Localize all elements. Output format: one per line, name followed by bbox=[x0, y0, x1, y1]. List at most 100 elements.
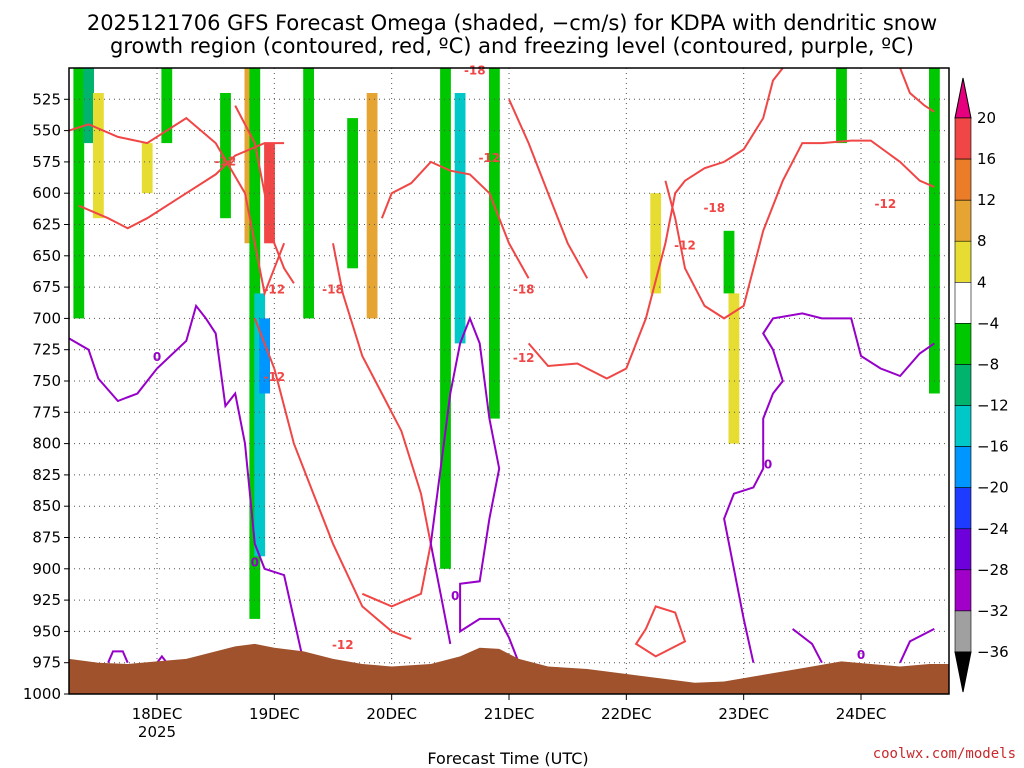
y-tick-label: 800 bbox=[32, 435, 61, 453]
y-axis: 525 550 575 600 625 650 675 700 725 750 775 800 825 8… bbox=[23, 90, 69, 703]
dendritic-contour-label: -12 bbox=[674, 239, 696, 253]
y-tick-label: 725 bbox=[32, 341, 61, 359]
x-tick-label: 23DEC bbox=[718, 705, 769, 723]
colorbar-segment bbox=[954, 364, 972, 406]
y-tick-label: 975 bbox=[32, 654, 61, 672]
y-tick-label: 575 bbox=[32, 153, 61, 171]
y-tick-label: 550 bbox=[32, 122, 61, 140]
y-tick-label: 750 bbox=[32, 372, 61, 390]
x-tick-label: 19DEC bbox=[249, 705, 300, 723]
terrain-fill bbox=[69, 643, 949, 694]
y-tick-label: 950 bbox=[32, 622, 61, 640]
dendritic-contour-line bbox=[899, 67, 935, 113]
omega-cell bbox=[93, 93, 104, 219]
y-tick-label: 850 bbox=[32, 497, 61, 515]
colorbar-label: −36 bbox=[977, 643, 1009, 661]
y-tick-label: 775 bbox=[32, 403, 61, 421]
y-tick-label: 900 bbox=[32, 560, 61, 578]
freezing-level-contours bbox=[68, 303, 935, 664]
omega-cell bbox=[220, 93, 231, 219]
freezing-contour-line bbox=[107, 650, 129, 664]
colorbar-label: 20 bbox=[977, 109, 996, 127]
freezing-contour-line bbox=[791, 628, 823, 664]
colorbar-label: −24 bbox=[977, 520, 1009, 538]
dendritic-contour-label: -12 bbox=[875, 197, 897, 211]
omega-cell bbox=[73, 68, 85, 319]
freezing-contour-label: 0 bbox=[451, 589, 459, 603]
y-tick-label: 525 bbox=[32, 90, 61, 108]
freezing-contour-line bbox=[68, 303, 305, 663]
x-tick-label: 22DEC bbox=[601, 705, 652, 723]
colorbar-segment bbox=[954, 281, 972, 324]
colorbar-label: −20 bbox=[977, 479, 1009, 497]
omega-cell bbox=[347, 118, 358, 269]
x-tick-label: 21DEC bbox=[484, 705, 535, 723]
colorbar-label: 4 bbox=[977, 273, 987, 291]
freezing-contour-line bbox=[899, 628, 935, 664]
y-tick-label: 925 bbox=[32, 591, 61, 609]
omega-cell bbox=[259, 318, 270, 394]
dendritic-contour-line bbox=[234, 105, 295, 284]
colorbar-segment bbox=[954, 117, 972, 160]
omega-cell bbox=[440, 68, 451, 569]
dendritic-contour-label: -18 bbox=[513, 282, 535, 296]
colorbar-label: −28 bbox=[977, 561, 1009, 579]
y-tick-label: 1000 bbox=[23, 685, 61, 703]
freezing-contour-label: 0 bbox=[857, 648, 865, 662]
colorbar-label: −4 bbox=[977, 314, 999, 332]
dendritic-contour-line bbox=[508, 98, 589, 279]
colorbar-label: 12 bbox=[977, 191, 996, 209]
y-tick-label: 650 bbox=[32, 247, 61, 265]
freezing-contour-label: 0 bbox=[251, 555, 259, 569]
omega-cell bbox=[728, 293, 740, 444]
omega-cell bbox=[723, 230, 735, 294]
dendritic-contour-label: -12 bbox=[263, 282, 285, 296]
credit-text: coolwx.com/models bbox=[873, 746, 1016, 762]
colorbar-segment bbox=[954, 405, 972, 447]
dendritic-contour-label: -12 bbox=[263, 370, 285, 384]
dendritic-contour-label: -12 bbox=[215, 155, 237, 169]
colorbar-bottom-triangle bbox=[954, 651, 972, 693]
dendritic-contour-line bbox=[253, 318, 412, 640]
x-tick-label: 18DEC bbox=[132, 705, 183, 723]
colorbar-label: 8 bbox=[977, 232, 987, 250]
colorbar-label: −32 bbox=[977, 602, 1009, 620]
colorbar-label: 16 bbox=[977, 150, 996, 168]
y-tick-label: 825 bbox=[32, 466, 61, 484]
colorbar-segment bbox=[954, 569, 972, 612]
freezing-contour-label: 0 bbox=[764, 458, 772, 472]
dendritic-contour-line bbox=[527, 67, 784, 380]
y-tick-label: 700 bbox=[32, 309, 61, 327]
freezing-contour-line bbox=[429, 315, 520, 664]
contour-labels: -18 -12 -12 -18 -12 -18 -12 -12 -18 -12 -12 -12 0 0 0 0… bbox=[153, 63, 896, 662]
omega-cell bbox=[141, 143, 153, 194]
colorbar-top-triangle bbox=[954, 77, 972, 119]
colorbar-segment bbox=[954, 158, 972, 201]
freezing-contour-line bbox=[723, 312, 935, 663]
omega-cell bbox=[161, 68, 173, 144]
x-axis-label: Forecast Time (UTC) bbox=[427, 749, 588, 768]
colorbar: 20 16 12 8 4 −4 −8 −12 −16 −20 −24 −28 −32 −36 bbox=[954, 77, 1009, 693]
dendritic-contour-label: -18 bbox=[464, 63, 486, 77]
chart-title-line2: growth region (contoured, red, ºC) and f… bbox=[110, 34, 914, 58]
plot-area: -18 -12 -12 -18 -12 -18 -12 -12 -18 -12 -12 -12 0 0 0 0… bbox=[68, 63, 950, 695]
dendritic-contour-label: -18 bbox=[703, 201, 725, 215]
dendritic-contour-line bbox=[380, 160, 530, 279]
x-tick-label: 20DEC bbox=[366, 705, 417, 723]
omega-cell bbox=[83, 68, 94, 144]
dendritic-contour-line bbox=[664, 139, 935, 320]
omega-cell bbox=[489, 68, 500, 419]
dendritic-contour-line bbox=[332, 243, 432, 608]
colorbar-segment bbox=[954, 528, 972, 571]
colorbar-label: −16 bbox=[977, 438, 1009, 456]
dendritic-contour-line bbox=[68, 116, 286, 297]
colorbar-label: −12 bbox=[977, 397, 1009, 415]
omega-shading bbox=[73, 68, 940, 619]
omega-cell bbox=[454, 93, 466, 344]
freezing-contour-line bbox=[156, 654, 168, 664]
colorbar-segment bbox=[954, 323, 972, 365]
colorbar-segment bbox=[954, 240, 972, 283]
dendritic-contour-label: -12 bbox=[513, 351, 535, 365]
